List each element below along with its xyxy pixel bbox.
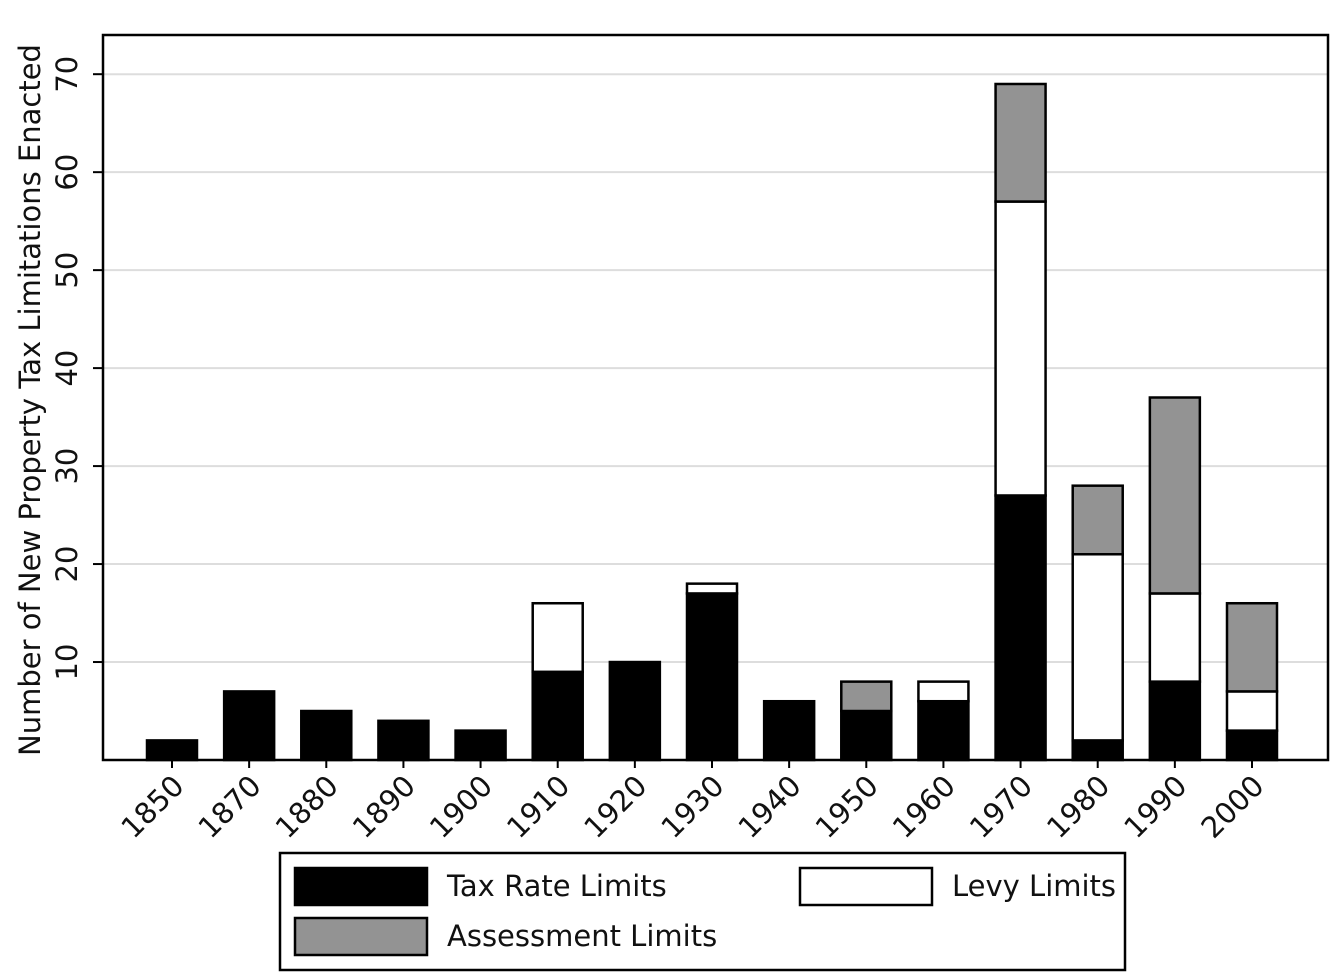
bar-segment	[685, 582, 739, 595]
bar-segment	[531, 670, 584, 762]
bar-segment	[917, 699, 970, 762]
bar-segment	[531, 601, 584, 674]
x-tick-label: 1950	[809, 769, 885, 845]
x-tick-label: 1900	[423, 769, 499, 845]
plot-frame	[101, 33, 1330, 762]
bar-segment	[1071, 553, 1124, 742]
bar-segment	[840, 709, 893, 762]
legend-swatch	[798, 866, 934, 907]
bar-segment	[994, 82, 1047, 203]
legend-label: Tax Rate Limits	[446, 869, 667, 903]
y-tick-label: 50	[50, 252, 84, 289]
x-tick-label: 1870	[192, 769, 268, 845]
y-tick-label: 10	[50, 644, 84, 681]
bar-segment	[1148, 396, 1202, 595]
bar-segment	[1225, 690, 1279, 732]
legend-label: Assessment Limits	[447, 919, 717, 953]
bar-segment	[840, 680, 893, 713]
bar-segment	[1148, 680, 1202, 762]
legend-label: Levy Limits	[952, 869, 1116, 903]
y-axis-title: Number of New Property Tax Limitations E…	[13, 44, 47, 756]
legend-swatch	[293, 916, 429, 957]
x-tick-label: 1990	[1117, 769, 1193, 845]
x-tick-label: 1980	[1040, 769, 1116, 845]
bar-segment	[454, 729, 507, 762]
y-tick-label: 60	[50, 154, 84, 191]
x-tick-label: 1890	[346, 769, 422, 845]
legend-box	[278, 851, 1127, 972]
x-tick-label: 1940	[732, 769, 808, 845]
bar-segment	[762, 699, 816, 762]
bar-segment	[1148, 592, 1202, 683]
bar-segment	[300, 709, 353, 762]
y-tick-label: 30	[50, 448, 84, 485]
bar-segment	[222, 690, 276, 762]
x-tick-label: 1920	[577, 769, 653, 845]
x-tick-label: 1850	[114, 769, 190, 845]
y-tick-label: 40	[50, 350, 84, 387]
legend-swatch	[293, 866, 429, 907]
bar-segment	[1071, 484, 1124, 556]
bar-segment	[917, 680, 970, 703]
bar-segment	[145, 739, 199, 762]
x-tick-label: 1960	[886, 769, 962, 845]
bar-segment	[608, 660, 662, 762]
y-tick-label: 20	[50, 546, 84, 583]
y-tick-label: 70	[50, 56, 84, 93]
x-tick-label: 1970	[963, 769, 1039, 845]
bar-segment	[1225, 729, 1279, 762]
bar-segment	[377, 719, 430, 762]
x-tick-label: 1910	[500, 769, 576, 845]
bar-segment	[1225, 601, 1279, 693]
bar-segment	[994, 200, 1047, 497]
bar-segment	[685, 592, 739, 762]
bar-segment	[994, 494, 1047, 762]
x-tick-label: 2000	[1194, 769, 1270, 845]
x-tick-label: 1930	[654, 769, 730, 845]
bar-segment	[1071, 739, 1124, 762]
x-tick-label: 1880	[269, 769, 345, 845]
